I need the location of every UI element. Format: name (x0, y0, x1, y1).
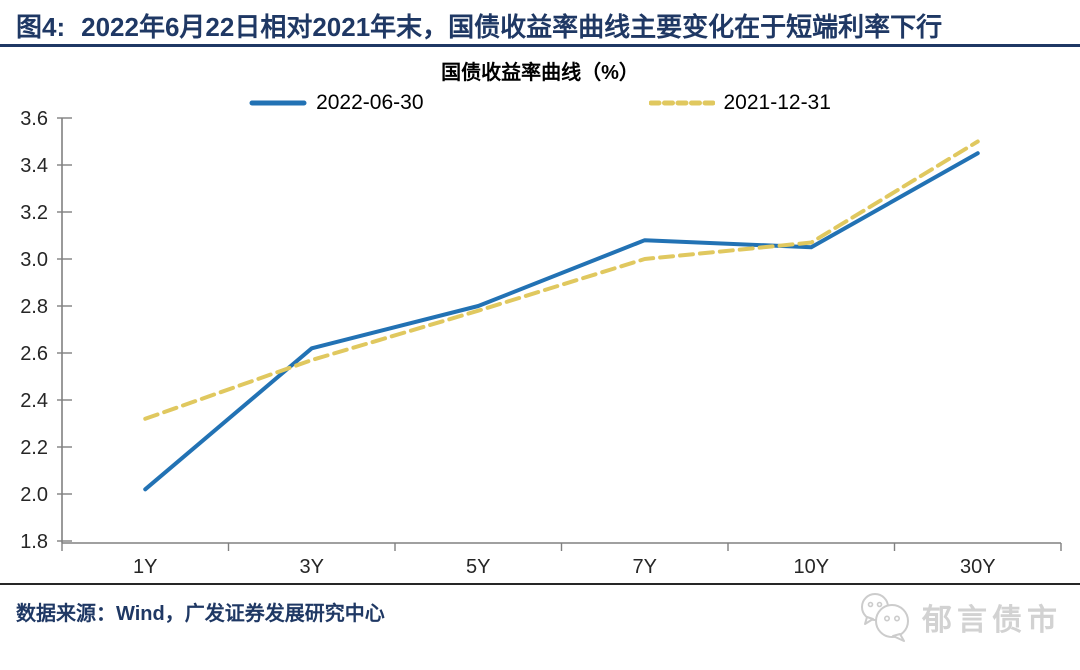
legend-item-2021-12-31: 2021-12-31 (648, 91, 831, 115)
series-line-2021-12-31 (143, 139, 980, 421)
figure-title-text: 2022年6月22日相对2021年末，国债收益率曲线主要变化在于短端利率下行 (81, 12, 943, 42)
x-tick-label: 3Y (300, 556, 324, 578)
y-tick-label: 2.8 (20, 296, 48, 318)
x-tick-label: 5Y (466, 556, 490, 578)
wechat-bubbles-icon (861, 593, 909, 642)
yield-curve-chart: 1.8 2.0 2.2 2.4 2.6 2.8 3.0 3.2 3.4 3.6 1Y 3Y 5Y 7Y 10… (20, 108, 1062, 578)
figure-number: 图4: (16, 12, 66, 42)
footer-divider (0, 583, 1080, 585)
y-tick-label: 2.4 (20, 390, 48, 412)
y-tick-label: 3.4 (20, 155, 48, 177)
legend-item-2022-06-30: 2022-06-30 (249, 91, 424, 115)
title-divider (0, 44, 1080, 47)
chart-legend: 2022-06-30 2021-12-31 (0, 91, 1080, 115)
y-tick-label: 3.6 (20, 108, 48, 130)
dashed-line-swatch-icon (648, 100, 715, 106)
y-tick-label: 3.2 (20, 202, 48, 224)
solid-line-swatch-icon (249, 100, 307, 106)
legend-label: 2022-06-30 (316, 91, 424, 114)
data-source: 数据来源：Wind，广发证券发展研究中心 (16, 603, 385, 625)
chart-title: 国债收益率曲线（%） (441, 62, 639, 84)
y-tick-label: 1.8 (20, 531, 48, 553)
y-tick-label: 2.0 (20, 484, 48, 506)
x-tick-label: 7Y (633, 556, 657, 578)
y-tick-label: 3.0 (20, 249, 48, 271)
legend-label: 2021-12-31 (723, 91, 831, 114)
y-tick-label: 2.6 (20, 343, 48, 365)
watermark: 郁言债市 (854, 590, 1062, 644)
watermark-text: 郁言债市 (922, 604, 1062, 637)
x-tick-label: 1Y (133, 556, 157, 578)
series-line-2022-06-30 (143, 151, 980, 492)
y-tick-label: 2.2 (20, 437, 48, 459)
x-tick-label: 30Y (960, 556, 996, 578)
x-tick-label: 10Y (793, 556, 829, 578)
figure-title: 图4: 2022年6月22日相对2021年末，国债收益率曲线主要变化在于短端利率下… (16, 7, 1074, 44)
